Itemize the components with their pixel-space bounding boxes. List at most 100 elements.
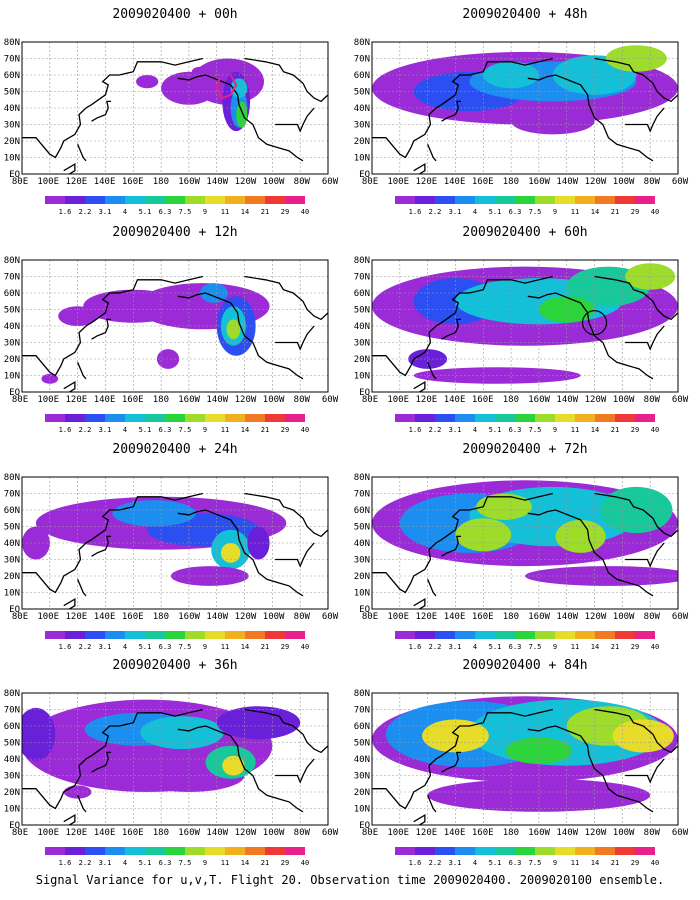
colorbar-label: 3.1 bbox=[449, 643, 462, 651]
lon-tick-label: 180 bbox=[153, 395, 169, 405]
lat-tick-label: 30N bbox=[354, 121, 370, 131]
lat-tick-label: 60N bbox=[354, 289, 370, 299]
colorbar-label: 2.2 bbox=[429, 426, 442, 434]
colorbar-label: 40 bbox=[301, 859, 309, 867]
coastline bbox=[22, 275, 203, 377]
coastline bbox=[91, 535, 112, 557]
coastline bbox=[177, 292, 304, 380]
coastline bbox=[91, 100, 112, 122]
colorbar-swatch bbox=[515, 196, 535, 204]
coastline bbox=[594, 57, 678, 103]
lon-tick-label: 140W bbox=[556, 395, 578, 405]
lon-tick-label: 160W bbox=[178, 828, 200, 838]
lat-tick-label: EQ bbox=[359, 388, 370, 398]
lon-tick-label: 160E bbox=[472, 177, 494, 187]
colorbar-swatch bbox=[245, 631, 265, 639]
colorbar-label: 9 bbox=[553, 426, 557, 434]
colorbar-label: 2.2 bbox=[79, 643, 92, 651]
lat-tick-label: 70N bbox=[4, 273, 20, 283]
colorbar-label: 29 bbox=[631, 426, 639, 434]
coastline bbox=[427, 579, 437, 597]
lat-tick-label: 60N bbox=[4, 289, 20, 299]
lon-tick-label: 160W bbox=[528, 828, 550, 838]
colorbar-label: 40 bbox=[301, 426, 309, 434]
lon-tick-label: 100W bbox=[263, 177, 285, 187]
coastline bbox=[625, 107, 665, 133]
lon-tick-label: 120E bbox=[66, 395, 88, 405]
colorbar-swatch bbox=[105, 631, 125, 639]
coastline bbox=[527, 292, 654, 380]
colorbar-label: 14 bbox=[591, 208, 599, 216]
colorbar-swatch bbox=[225, 196, 245, 204]
colorbar-label: 4 bbox=[473, 643, 477, 651]
variance-contour bbox=[200, 283, 228, 303]
colorbar-swatch bbox=[185, 631, 205, 639]
colorbar-label: 29 bbox=[281, 426, 289, 434]
lon-tick-label: 120W bbox=[585, 395, 607, 405]
coastline bbox=[413, 597, 426, 609]
colorbar-label: 7.5 bbox=[179, 208, 192, 216]
lat-tick-label: 50N bbox=[354, 88, 370, 98]
colorbar-label: 21 bbox=[611, 426, 619, 434]
colorbar-label: 4 bbox=[123, 426, 127, 434]
coastline bbox=[22, 57, 203, 159]
colorbar-swatch bbox=[85, 631, 105, 639]
coastline bbox=[77, 579, 87, 597]
lat-tick-label: EQ bbox=[359, 605, 370, 615]
colorbar-label: 6.3 bbox=[159, 859, 172, 867]
colorbar-label: 4 bbox=[123, 208, 127, 216]
lon-tick-label: 120W bbox=[585, 177, 607, 187]
colorbar-label: 40 bbox=[651, 643, 659, 651]
lat-tick-label: 30N bbox=[4, 556, 20, 566]
variance-contour bbox=[408, 349, 448, 369]
colorbar-swatch bbox=[395, 414, 415, 422]
colorbar-label: 3.1 bbox=[99, 208, 112, 216]
lat-tick-label: EQ bbox=[9, 388, 20, 398]
colorbar-swatch bbox=[245, 414, 265, 422]
colorbar-swatch bbox=[635, 196, 655, 204]
colorbar-label: 14 bbox=[591, 426, 599, 434]
variance-contour bbox=[222, 755, 245, 776]
lat-tick-label: 80N bbox=[354, 473, 370, 483]
colorbar-swatch bbox=[415, 196, 435, 204]
colorbar: 1.6 2.2 3.1 4 5.1 6.3 7.5 9 11 14 21 29 40 bbox=[45, 631, 309, 651]
colorbar-label: 9 bbox=[203, 643, 207, 651]
lon-tick-label: 80E bbox=[362, 828, 378, 838]
colorbar-label: 2.2 bbox=[79, 208, 92, 216]
lat-tick-label: 20N bbox=[4, 137, 20, 147]
lon-tick-label: 60W bbox=[672, 612, 689, 622]
colorbar: 1.6 2.2 3.1 4 5.1 6.3 7.5 9 11 14 21 29 40 bbox=[45, 847, 309, 867]
colorbar-swatch bbox=[495, 631, 515, 639]
lon-tick-label: 100W bbox=[613, 177, 635, 187]
colorbar-swatch bbox=[125, 196, 145, 204]
lat-tick-label: 50N bbox=[4, 306, 20, 316]
lon-tick-label: 60W bbox=[672, 395, 689, 405]
coastline bbox=[22, 492, 203, 594]
coastline bbox=[441, 100, 462, 122]
colorbar-swatch bbox=[455, 196, 475, 204]
lon-tick-label: 120E bbox=[416, 177, 438, 187]
lon-tick-label: 80E bbox=[362, 395, 378, 405]
lon-tick-label: 180 bbox=[503, 828, 519, 838]
lat-tick-label: 80N bbox=[4, 38, 20, 48]
lat-tick-label: 70N bbox=[354, 706, 370, 716]
lon-tick-label: 140E bbox=[94, 177, 116, 187]
colorbar-swatch bbox=[495, 847, 515, 855]
lon-tick-label: 140W bbox=[556, 177, 578, 187]
lat-tick-label: 80N bbox=[4, 473, 20, 483]
map-field bbox=[372, 260, 678, 392]
lon-tick-label: 120E bbox=[66, 177, 88, 187]
colorbar-swatch bbox=[435, 414, 455, 422]
colorbar-label: 3.1 bbox=[449, 859, 462, 867]
variance-contour bbox=[22, 707, 56, 761]
lon-tick-label: 160E bbox=[122, 828, 144, 838]
panel-title: 2009020400 + 12h bbox=[112, 225, 237, 240]
lon-tick-label: 100E bbox=[37, 612, 59, 622]
coastline bbox=[244, 492, 328, 538]
colorbar-swatch bbox=[395, 196, 415, 204]
lon-tick-label: 140E bbox=[94, 612, 116, 622]
lat-tick-label: 20N bbox=[354, 788, 370, 798]
coastline bbox=[77, 144, 87, 162]
colorbar-label: 5.1 bbox=[489, 643, 502, 651]
colorbar-label: 5.1 bbox=[489, 426, 502, 434]
